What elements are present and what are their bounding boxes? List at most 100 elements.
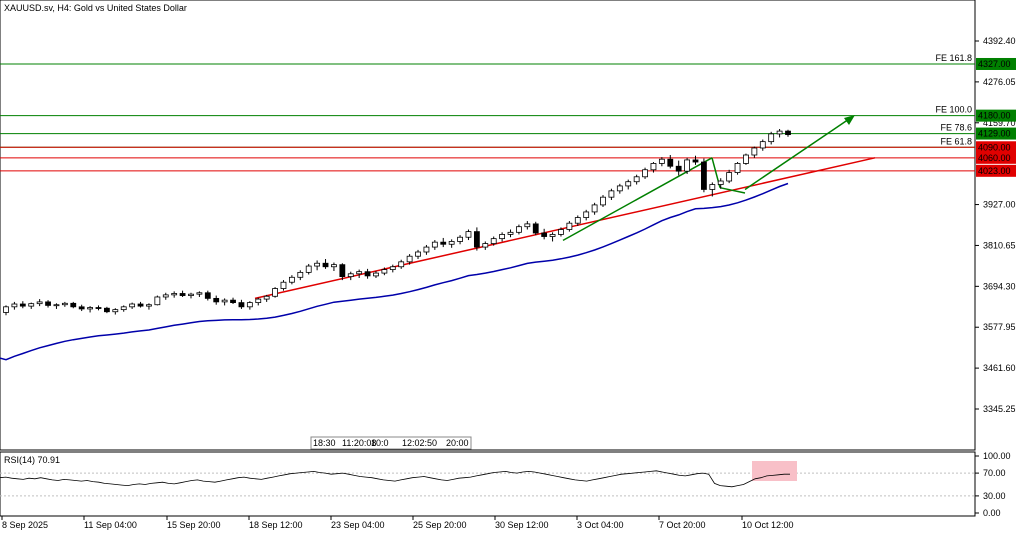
chart-title: XAUUSD.sv, H4: Gold vs United States Dol… (4, 3, 187, 13)
rsi-line (0, 470, 790, 488)
rsi-label: RSI(14) 70.91 (4, 455, 60, 465)
candle-body (196, 292, 203, 295)
candle-body (364, 271, 371, 277)
main-panel-frame (0, 0, 976, 451)
fib-level-label: FE 61.8 (940, 136, 972, 146)
candle-body (406, 255, 413, 263)
candle-body (625, 181, 632, 187)
candle-body (717, 180, 724, 185)
candle-body (507, 231, 514, 235)
time-tick-label: 15 Sep 20:00 (167, 520, 221, 530)
price-tick-label: 4159.70 (983, 118, 1016, 128)
candle-body (179, 293, 186, 296)
candle-body (473, 231, 480, 248)
candle-body (288, 276, 295, 283)
fib-price-tag-label: 4180.00 (978, 111, 1011, 121)
time-tick-label: 8 Sep 2025 (2, 520, 48, 530)
price-tick-label: 3694.30 (983, 281, 1016, 291)
candle-body (490, 238, 497, 244)
projection-arrow-line (744, 116, 853, 191)
candle-body (297, 271, 304, 278)
candle-body (734, 163, 741, 173)
overlap-time-label: 18:30 (313, 438, 336, 448)
level-price-tag-label: 4090.00 (978, 142, 1011, 152)
candle-body (423, 246, 430, 253)
candle-body (398, 261, 405, 268)
candle-body (356, 271, 363, 275)
candle-body (482, 243, 489, 248)
candle-body (465, 231, 472, 238)
overlap-time-label: 10:0 (371, 438, 389, 448)
candle-body (768, 133, 775, 143)
candle-body (642, 169, 648, 178)
fib-price-tag-label: 4327.00 (978, 59, 1011, 69)
horizontal-levels (0, 63, 975, 172)
candle-body (667, 158, 674, 167)
fib-price-tag (976, 57, 1016, 70)
candle-body (532, 223, 539, 234)
candle-body (339, 264, 346, 277)
candle-body (171, 293, 178, 296)
candle-body (255, 298, 262, 304)
candle-body (381, 269, 388, 274)
rsi-dashed-levels (0, 472, 975, 497)
candle-body (230, 299, 236, 304)
rsi-tick-label: 70.00 (983, 468, 1006, 478)
rsi-panel-frame (0, 451, 976, 517)
price-tick-label: 3577.95 (983, 322, 1016, 332)
level-price-tag-label: 4023.00 (978, 166, 1011, 176)
candle-body (120, 306, 127, 311)
time-tick-label: 25 Sep 20:00 (413, 520, 467, 530)
candle-body (457, 236, 463, 242)
rsi-tick-label: 0.00 (983, 508, 1001, 518)
candles (3, 128, 791, 316)
candle-body (204, 292, 211, 299)
candle-body (524, 223, 531, 228)
candle-body (658, 158, 665, 164)
candle-body (566, 222, 573, 230)
overlap-time-label: 20:00 (446, 438, 469, 448)
candle-body (146, 304, 152, 307)
candle-body (743, 154, 749, 164)
overlap-time-label: 11:20:08 (342, 438, 376, 448)
overlap-label-box (310, 436, 472, 450)
candle-body (692, 159, 699, 163)
candle-body (53, 304, 60, 307)
candle-body (583, 211, 590, 218)
candle-body (709, 184, 716, 190)
time-tick-label: 10 Oct 12:00 (742, 520, 794, 530)
candle-body (650, 163, 657, 171)
candle-body (440, 241, 447, 245)
rsi-tick-label: 30.00 (983, 491, 1006, 501)
price-tick-label: 4392.40 (983, 36, 1016, 46)
candle-body (221, 299, 228, 303)
time-tick-label: 7 Oct 20:00 (659, 520, 706, 530)
fib-level-label: FE 161.8 (935, 53, 972, 63)
candle-body (347, 273, 354, 277)
candle-body (137, 303, 144, 307)
candle-body (448, 241, 455, 245)
fib-level-label: FE 100.0 (935, 105, 972, 115)
candle-body (373, 272, 379, 277)
level-price-tag (976, 141, 1016, 154)
candle-body (246, 302, 253, 308)
candle-body (263, 295, 270, 300)
candle-body (541, 232, 548, 237)
candle-body (591, 204, 598, 213)
rsi-highlight-box (752, 461, 797, 481)
candle-body (238, 302, 245, 308)
time-tick-label: 23 Sep 04:00 (331, 520, 385, 530)
candle-body (28, 303, 35, 307)
price-axis: 4392.40 4276.05 4159.70 3927.00 3810.65 3694.… (975, 36, 1016, 414)
price-tick-label: 3810.65 (983, 240, 1016, 250)
candle-body (61, 302, 68, 306)
candle-body (162, 294, 169, 298)
candle-body (19, 303, 26, 307)
candle-body (499, 234, 506, 240)
candle-body (213, 297, 220, 303)
candle-body (785, 130, 791, 136)
candle-body (633, 176, 640, 183)
candle-body (78, 306, 85, 310)
